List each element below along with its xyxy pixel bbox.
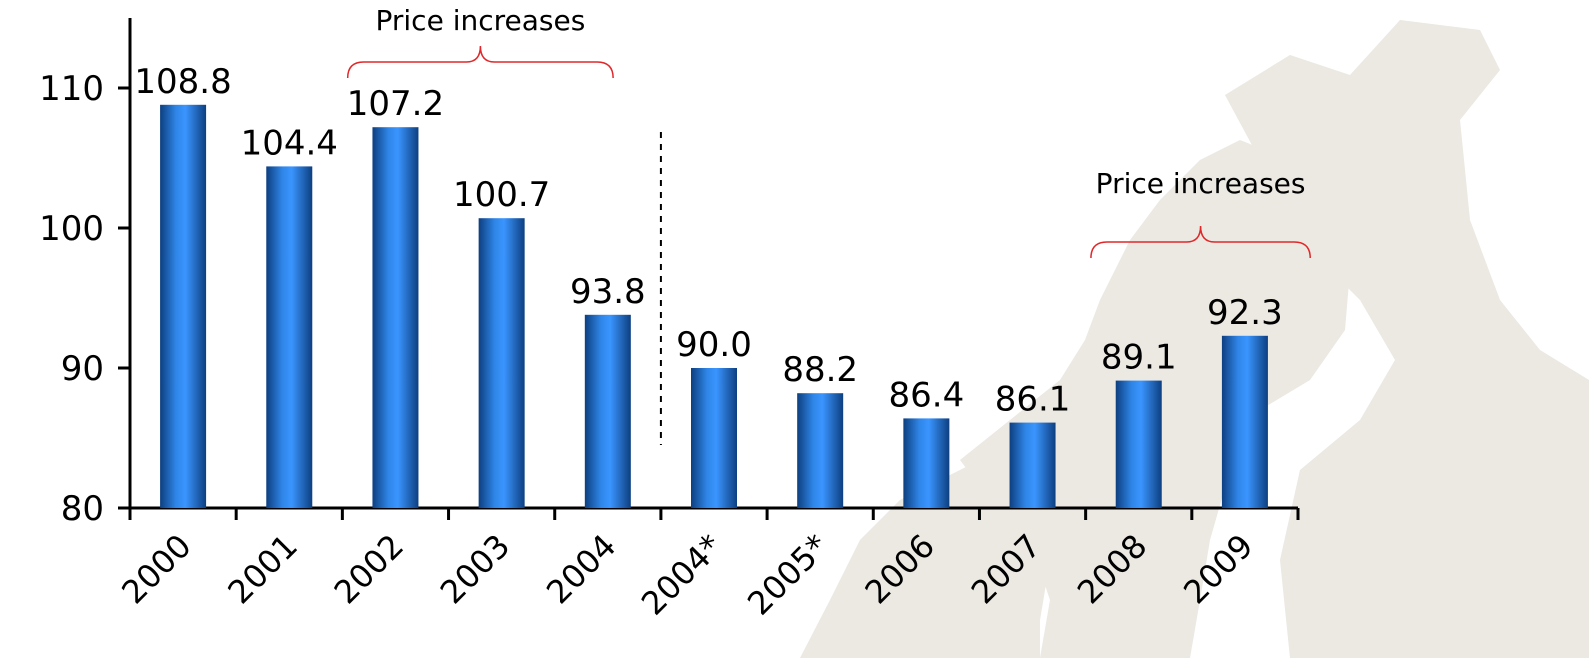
- x-label-2005*: 2005*: [740, 527, 836, 623]
- value-label-2006: 86.4: [889, 375, 965, 415]
- value-label-2005*: 88.2: [782, 350, 858, 390]
- value-label-2008: 89.1: [1101, 338, 1177, 378]
- y-tick-label: 110: [39, 69, 104, 109]
- bar-2009: [1221, 335, 1268, 508]
- bar-2000: [160, 104, 207, 509]
- value-label-2000: 108.8: [134, 62, 231, 102]
- bars: [160, 104, 1268, 509]
- bar-2005*: [797, 393, 844, 508]
- y-tick-label: 80: [61, 489, 104, 529]
- x-label-2001: 2001: [220, 527, 304, 611]
- bar-2004*: [691, 368, 737, 508]
- bar-2008: [1115, 380, 1162, 508]
- bar-2001: [266, 166, 313, 508]
- annotation-text: Price increases: [1096, 167, 1306, 200]
- y-tick-label: 90: [61, 349, 104, 389]
- map-region-east: [1225, 20, 1589, 658]
- value-label-2002: 107.2: [347, 84, 444, 124]
- x-label-2002: 2002: [327, 527, 411, 611]
- x-label-2000: 2000: [114, 527, 198, 611]
- bar-2007: [1009, 422, 1056, 508]
- x-label-2004: 2004: [539, 527, 623, 611]
- x-label-2003: 2003: [433, 527, 517, 611]
- annotations: Price increases Price increases: [346, 4, 1311, 259]
- value-label-2001: 104.4: [241, 123, 338, 163]
- annotation-text: Price increases: [375, 4, 585, 37]
- annotation-brace: [346, 45, 614, 79]
- x-label-2004*: 2004*: [634, 527, 730, 623]
- bar-2002: [372, 127, 419, 508]
- bar-2006: [903, 418, 950, 508]
- annotation-brace: [1090, 225, 1311, 259]
- bar-2003: [478, 218, 525, 508]
- value-label-2004: 93.8: [570, 272, 646, 312]
- value-label-2003: 100.7: [453, 175, 550, 215]
- bar-2004: [584, 314, 631, 508]
- value-label-2009: 92.3: [1207, 293, 1283, 333]
- value-label-2007: 86.1: [995, 380, 1071, 420]
- value-label-2004*: 90.0: [676, 325, 752, 365]
- y-tick-label: 100: [39, 209, 104, 249]
